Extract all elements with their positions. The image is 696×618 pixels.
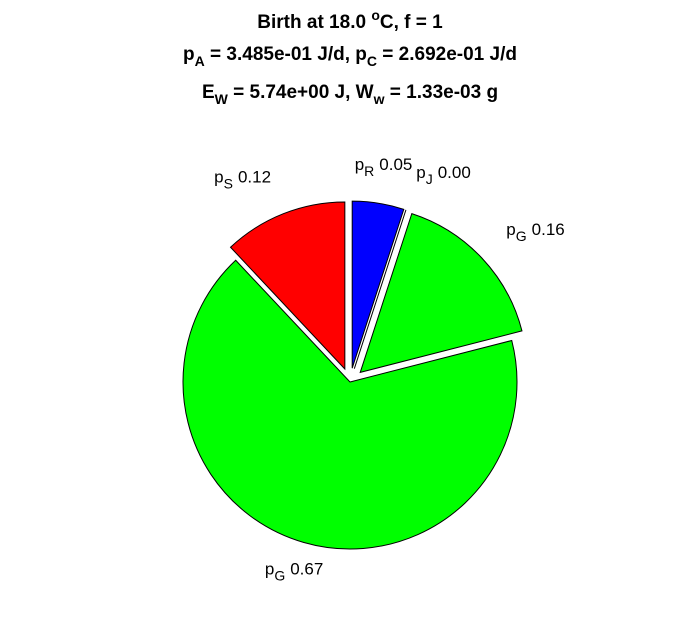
- label-symbol: p: [416, 163, 425, 182]
- pie-slice: [351, 200, 405, 369]
- label-value: 0.16: [532, 220, 565, 239]
- label-subscript: G: [516, 228, 527, 244]
- label-subscript: G: [274, 567, 285, 583]
- label-symbol: p: [214, 168, 223, 187]
- label-subscript: S: [224, 176, 233, 192]
- text-segment: w: [373, 91, 385, 107]
- pie-slice: [229, 201, 346, 371]
- slice-label: pR 0.05: [355, 155, 413, 179]
- slice-label: pJ 0.00: [416, 163, 471, 187]
- text-segment: = 5.74e+00 J, W: [228, 82, 374, 103]
- text-segment: C: [367, 53, 377, 69]
- text-segment: Birth at 18.0: [257, 12, 371, 33]
- label-symbol: p: [355, 155, 364, 174]
- text-segment: o: [371, 7, 380, 23]
- pie-slice: [182, 259, 518, 550]
- label-subscript: J: [426, 171, 433, 187]
- chart-title: Birth at 18.0 oC, f = 1: [257, 7, 443, 33]
- text-segment: = 1.33e-03 g: [385, 82, 499, 103]
- text-segment: = 2.692e-01 J/d: [377, 44, 517, 65]
- label-value: 0.05: [379, 155, 412, 174]
- pie-slice: [353, 209, 407, 369]
- text-segment: = 3.485e-01 J/d, p: [205, 44, 367, 65]
- chart-title: pA = 3.485e-01 J/d, pC = 2.692e-01 J/d: [183, 44, 517, 69]
- slice-label: pG 0.67: [265, 559, 323, 583]
- text-segment: E: [202, 82, 215, 103]
- text-segment: p: [183, 44, 195, 65]
- pie-slice: [359, 212, 523, 374]
- text-segment: W: [215, 91, 229, 107]
- text-segment: C, f = 1: [380, 12, 443, 33]
- label-value: 0.67: [290, 559, 323, 578]
- label-subscript: R: [364, 163, 374, 179]
- chart-title: EW = 5.74e+00 J, Ww = 1.33e-03 g: [202, 82, 498, 107]
- text-segment: A: [195, 53, 205, 69]
- label-symbol: p: [506, 220, 515, 239]
- label-value: 0.12: [238, 168, 271, 187]
- label-value: 0.00: [438, 163, 471, 182]
- slice-label: pS 0.12: [214, 168, 271, 192]
- label-symbol: p: [265, 559, 274, 578]
- slice-label: pG 0.16: [506, 220, 564, 244]
